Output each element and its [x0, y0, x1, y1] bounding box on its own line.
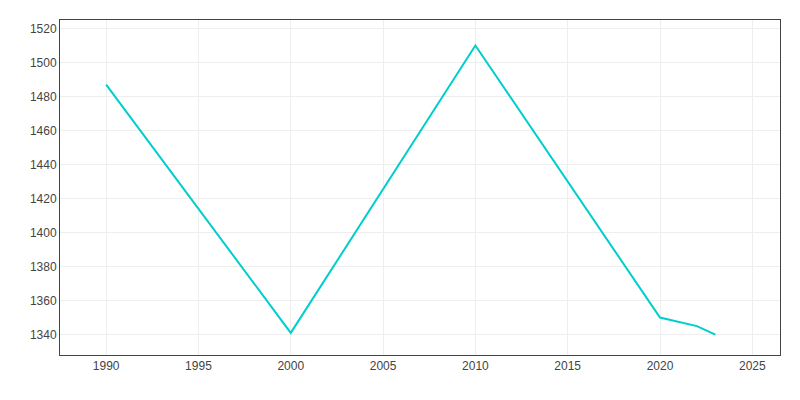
svg-text:2025: 2025	[739, 359, 766, 373]
svg-text:2000: 2000	[277, 359, 304, 373]
svg-text:1400: 1400	[30, 226, 57, 240]
svg-text:1460: 1460	[30, 124, 57, 138]
svg-text:1440: 1440	[30, 158, 57, 172]
svg-text:2005: 2005	[370, 359, 397, 373]
svg-text:1995: 1995	[185, 359, 212, 373]
svg-text:2015: 2015	[554, 359, 581, 373]
svg-text:1420: 1420	[30, 192, 57, 206]
svg-text:2010: 2010	[462, 359, 489, 373]
svg-text:1380: 1380	[30, 260, 57, 274]
svg-text:1340: 1340	[30, 328, 57, 342]
svg-text:1480: 1480	[30, 90, 57, 104]
svg-text:1500: 1500	[30, 56, 57, 70]
svg-text:1520: 1520	[30, 22, 57, 36]
svg-text:1990: 1990	[93, 359, 120, 373]
svg-text:2020: 2020	[647, 359, 674, 373]
svg-text:1360: 1360	[30, 294, 57, 308]
